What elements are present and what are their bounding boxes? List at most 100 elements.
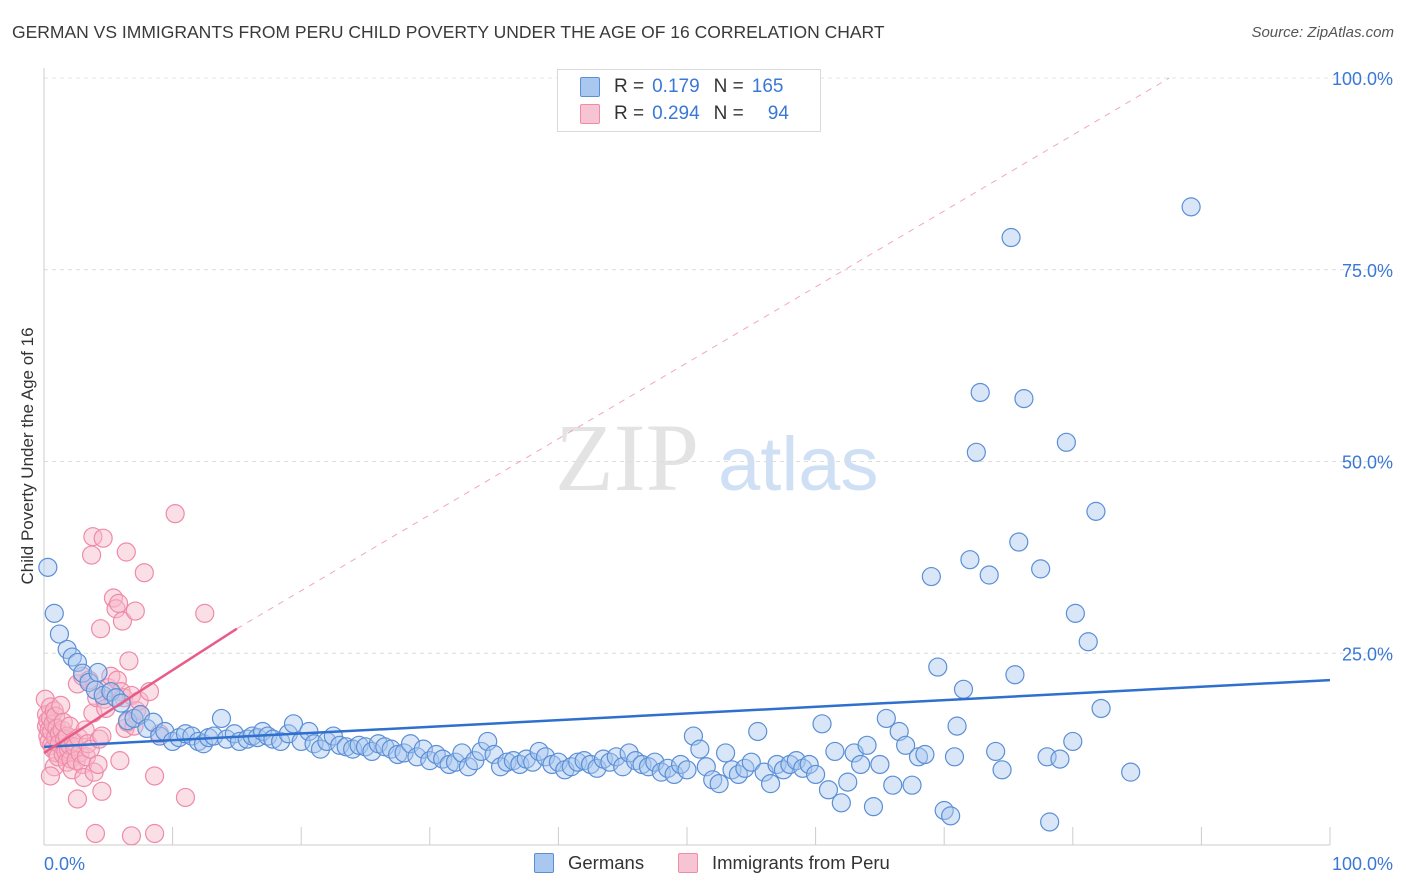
y-axis-label: Child Poverty Under the Age of 16 bbox=[18, 327, 37, 584]
germans-point bbox=[812, 714, 832, 734]
germans-point bbox=[934, 800, 954, 821]
germans-point bbox=[715, 743, 736, 763]
peru-n-value: 94 bbox=[767, 103, 789, 124]
germans-point bbox=[896, 735, 916, 755]
germans-point bbox=[677, 760, 697, 780]
germans-point bbox=[799, 754, 819, 775]
germans-point bbox=[606, 747, 626, 767]
y-tick-label: 75.0% bbox=[1342, 261, 1393, 281]
peru-point bbox=[108, 593, 129, 613]
series-legend: Germans Immigrants from Peru bbox=[0, 852, 1406, 878]
peru-point bbox=[144, 823, 165, 844]
peru-point bbox=[106, 599, 126, 619]
germans-point bbox=[941, 806, 961, 826]
germans-point bbox=[986, 741, 1006, 762]
germans-points bbox=[38, 197, 1201, 832]
germans-point bbox=[1009, 532, 1029, 552]
germans-point bbox=[670, 754, 691, 775]
germans-point bbox=[548, 752, 569, 772]
germans-point bbox=[330, 735, 350, 755]
germans-point bbox=[947, 716, 967, 736]
germans-point bbox=[1031, 559, 1051, 579]
germans-point bbox=[838, 772, 858, 792]
germans-point bbox=[960, 550, 980, 570]
legend-item-germans: Germans bbox=[534, 852, 644, 874]
germans-point bbox=[38, 557, 58, 577]
germans-point bbox=[921, 566, 941, 587]
germans-point bbox=[529, 741, 549, 762]
axes bbox=[43, 68, 1331, 846]
peru-point bbox=[110, 751, 130, 771]
germans-point bbox=[805, 764, 826, 785]
y-tick-label: 25.0% bbox=[1342, 644, 1393, 664]
peru-point bbox=[88, 754, 108, 775]
germans-point bbox=[992, 760, 1012, 780]
germans-point bbox=[49, 624, 70, 644]
germans-point bbox=[664, 764, 684, 785]
germans-point bbox=[851, 754, 871, 775]
germans-point bbox=[902, 775, 922, 795]
germans-n-value: 165 bbox=[751, 76, 784, 97]
germans-point bbox=[1063, 731, 1083, 752]
r-label: R = bbox=[614, 103, 645, 124]
germans-point bbox=[857, 735, 877, 755]
germans-point bbox=[381, 739, 401, 759]
y-tick-label: 50.0% bbox=[1342, 453, 1393, 473]
germans-point bbox=[741, 752, 761, 772]
peru-point bbox=[195, 603, 215, 623]
germans-point bbox=[831, 793, 851, 813]
germans-point bbox=[1014, 389, 1034, 409]
germans-point bbox=[870, 754, 890, 775]
germans-point bbox=[690, 739, 710, 759]
germans-point bbox=[709, 774, 729, 794]
n-label: N = bbox=[713, 76, 744, 97]
germans-point bbox=[966, 442, 986, 462]
germans-point bbox=[1005, 665, 1025, 685]
peru-point bbox=[92, 781, 112, 801]
x-tick-label: 100.0% bbox=[1332, 854, 1393, 874]
germans-r-value: 0.179 bbox=[652, 76, 700, 97]
peru-point bbox=[92, 726, 112, 746]
r-label: R = bbox=[614, 76, 645, 97]
germans-point bbox=[818, 780, 839, 800]
peru-point bbox=[165, 504, 185, 524]
germans-point bbox=[1065, 603, 1085, 623]
legend-row-germans: R = 0.179 N = 165 bbox=[580, 74, 783, 100]
germans-point bbox=[863, 797, 884, 817]
peru-r-value: 0.294 bbox=[652, 103, 700, 124]
germans-point bbox=[388, 744, 408, 765]
y-tick-label: 100.0% bbox=[1332, 69, 1393, 89]
peru-point bbox=[74, 767, 94, 788]
germans-point bbox=[88, 662, 108, 683]
germans-point bbox=[760, 774, 781, 794]
germans-point bbox=[1040, 812, 1060, 832]
peru-point bbox=[51, 695, 71, 716]
peru-point bbox=[112, 611, 133, 631]
germans-point bbox=[271, 731, 291, 752]
correlation-legend: R = 0.179 N = 165 R = 0.294 N = 94 bbox=[557, 69, 821, 132]
peru-point bbox=[134, 563, 154, 583]
germans-point bbox=[1078, 632, 1098, 652]
germans-point bbox=[600, 752, 620, 772]
germans-point bbox=[979, 565, 999, 585]
germans-point bbox=[876, 708, 896, 729]
germans-point bbox=[44, 603, 64, 623]
peru-legend-swatch bbox=[678, 853, 698, 873]
peru-point bbox=[119, 651, 139, 671]
peru-point bbox=[40, 697, 61, 717]
peru-legend-label: Immigrants from Peru bbox=[712, 852, 890, 873]
tick-labels: 25.0% 50.0% 75.0% 100.0% 0.0% 100.0% bbox=[44, 69, 1393, 874]
watermark-zip: ZIP bbox=[555, 404, 699, 511]
germans-point bbox=[928, 657, 948, 677]
germans-point bbox=[1091, 698, 1111, 719]
germans-point bbox=[970, 382, 990, 403]
peru-points bbox=[35, 504, 215, 846]
source-label: Source: ZipAtlas.com bbox=[1251, 24, 1394, 41]
germans-point bbox=[247, 728, 268, 748]
germans-legend-label: Germans bbox=[568, 852, 645, 873]
peru-point bbox=[67, 789, 88, 809]
germans-point bbox=[310, 739, 331, 759]
legend-item-peru: Immigrants from Peru bbox=[678, 852, 890, 874]
peru-point bbox=[144, 766, 165, 786]
